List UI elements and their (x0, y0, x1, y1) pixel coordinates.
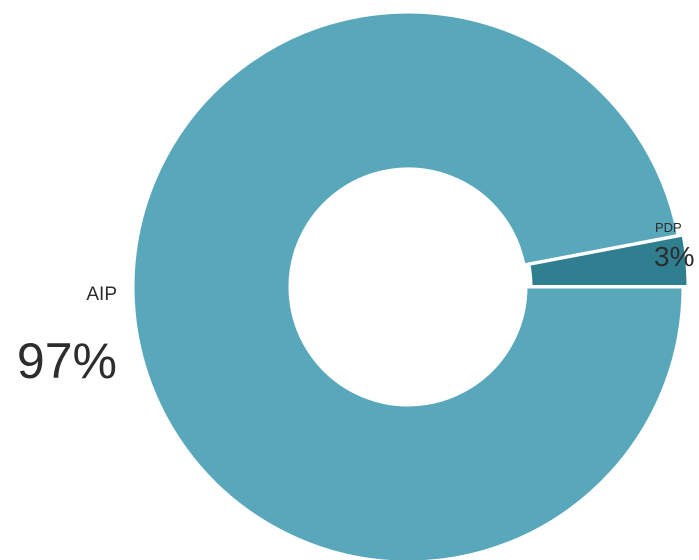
slice-label-aip: AIP (86, 284, 117, 305)
slice-value-pdp: 3% (654, 241, 694, 272)
slice-label-pdp: PDP (655, 220, 682, 235)
slice-aip (131, 10, 685, 560)
slice-value-aip: 97% (17, 333, 117, 389)
slices-group (131, 10, 690, 560)
